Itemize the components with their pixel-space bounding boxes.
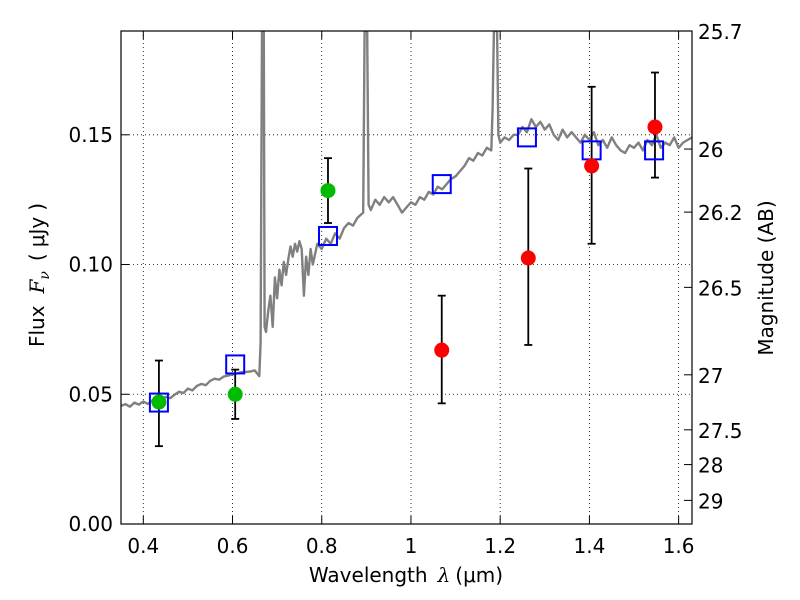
- y-axis-label: Flux Fν ( μJy): [25, 203, 53, 347]
- magnitude-tick-label: 26.2: [698, 201, 743, 225]
- x-axis-label-prefix: Wavelength: [309, 563, 428, 587]
- grid-lines: [121, 31, 692, 524]
- x-tick-label: 1.4: [573, 534, 605, 558]
- x-tick-label: 0.4: [127, 534, 159, 558]
- tick-layer: 0.4 0.6 0.8 1 1.2 1.4 1.6 0.00 0.05 0.10 0.15 25.7 2…: [68, 20, 742, 558]
- x-tick-label: 0.8: [306, 534, 338, 558]
- plot-frame: [120, 30, 693, 525]
- observed-flux-point: [647, 119, 663, 135]
- magnitude-tick-label: 26: [698, 138, 723, 162]
- observed-flux-point: [434, 342, 450, 358]
- y-axis-label-subscript: ν: [37, 271, 53, 280]
- marker-layer: [148, 119, 665, 413]
- y-axis-label-unit: μJy: [25, 217, 49, 248]
- magnitude-tick-label: 27.5: [698, 419, 743, 443]
- x-axis-label: Wavelength λ (μm): [309, 563, 503, 587]
- observed-flux-point: [151, 394, 167, 410]
- magnitude-tick-label: 27: [698, 364, 723, 388]
- x-tick-label: 1.2: [484, 534, 516, 558]
- model-photometry-square: [225, 354, 246, 375]
- y-tick-label: 0.00: [68, 512, 113, 536]
- magnitude-tick-label: 28: [698, 454, 723, 478]
- magnitude-tick-label: 29: [698, 489, 723, 513]
- x-axis-label-unit: (μm): [455, 563, 503, 587]
- x-tick-label: 0.6: [217, 534, 249, 558]
- y-tick-label: 0.10: [68, 253, 113, 277]
- spectrum-layer: [121, 31, 692, 408]
- observed-flux-point: [584, 158, 600, 174]
- y-tick-label: 0.05: [68, 382, 113, 406]
- x-tick-label: 1: [405, 534, 418, 558]
- model-photometry-square: [516, 127, 537, 148]
- observed-flux-point: [320, 183, 336, 199]
- magnitude-tick-label: 26.5: [698, 276, 743, 300]
- x-axis-label-symbol: λ: [437, 563, 451, 587]
- y-tick-label: 0.15: [68, 123, 113, 147]
- y-axis-label-symbol: F: [25, 278, 49, 294]
- y-axis-label-paren-open: (: [25, 253, 49, 261]
- right-axis-label: Magnitude (AB): [754, 200, 778, 355]
- x-tick-label: 1.6: [663, 534, 695, 558]
- model-photometry-square: [644, 140, 665, 161]
- observed-flux-point: [520, 250, 536, 266]
- model-photometry-square: [317, 225, 338, 246]
- model-photometry-square: [431, 174, 452, 195]
- y-axis-label-paren-close: ): [25, 203, 49, 211]
- spectrum-line: [121, 31, 692, 408]
- model-photometry-square: [148, 392, 169, 413]
- magnitude-tick-label: 25.7: [698, 20, 743, 44]
- y-axis-label-prefix: Flux: [25, 305, 49, 347]
- observed-flux-point: [227, 386, 243, 402]
